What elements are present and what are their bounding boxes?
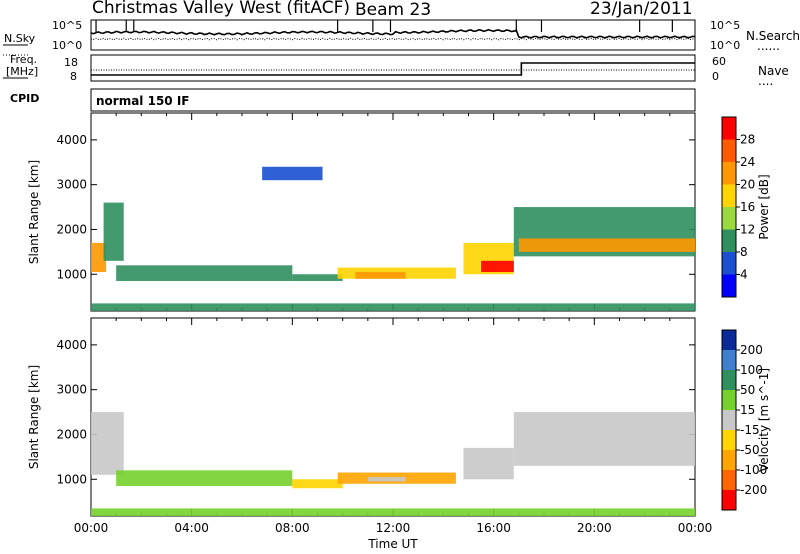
power-colorbar-tick-label: 20 bbox=[740, 178, 755, 192]
beam-title: Beam 23 bbox=[355, 0, 432, 20]
nsky-label: N.Sky bbox=[4, 32, 36, 45]
y-tick-label: 3000 bbox=[56, 178, 87, 192]
power-colorbar-segment bbox=[722, 229, 736, 253]
power-colorbar-segment bbox=[722, 117, 736, 140]
y-tick-label: 1000 bbox=[56, 472, 87, 486]
velocity-colorbar-segment bbox=[722, 450, 736, 471]
nsearch-label: N.Search bbox=[746, 29, 800, 43]
y-tick-label: 4000 bbox=[56, 133, 87, 147]
noise-sky-trace bbox=[90, 28, 696, 39]
x-tick-label: 00:00 bbox=[74, 521, 109, 535]
power-colorbar-segment bbox=[722, 252, 736, 275]
nsearch-legend: ...... bbox=[757, 39, 780, 53]
velocity-data-region bbox=[292, 479, 343, 489]
velocity-data-region bbox=[116, 470, 293, 486]
velocity-data-region bbox=[91, 412, 124, 475]
station-title: Christmas Valley West (fitACF) bbox=[92, 0, 351, 18]
x-tick-label: 16:00 bbox=[476, 521, 511, 535]
velocity-colorbar-segment bbox=[722, 490, 736, 511]
velocity-colorbar-segment bbox=[722, 430, 736, 451]
velocity-colorbar-segment bbox=[722, 330, 736, 351]
velocity-colorbar-segment bbox=[722, 410, 736, 431]
power-data-region bbox=[91, 303, 695, 311]
velocity-colorbar-segment bbox=[722, 350, 736, 371]
power-colorbar-segment bbox=[722, 207, 736, 230]
power-data-region bbox=[91, 242, 107, 273]
nsky-tick-top: 10^5 bbox=[52, 19, 83, 32]
power-colorbar-label: Power [dB] bbox=[757, 174, 771, 239]
power-colorbar-tick-label: 4 bbox=[740, 268, 748, 282]
power-data-region bbox=[518, 238, 695, 252]
velocity-colorbar-segment bbox=[722, 470, 736, 491]
nave-label: Nave bbox=[758, 64, 789, 78]
x-tick-label: 08:00 bbox=[275, 521, 310, 535]
nsearch-tick-bottom: 10^0 bbox=[710, 39, 741, 52]
velocity-colorbar-tick-label: -15 bbox=[740, 423, 760, 437]
cpid-panel-frame bbox=[90, 88, 696, 112]
velocity-colorbar-tick-label: 200 bbox=[740, 343, 763, 357]
y-tick-label: 1000 bbox=[56, 267, 87, 281]
date-title: 23/Jan/2011 bbox=[590, 0, 693, 19]
freq-label-line1: Freq. bbox=[10, 53, 38, 66]
power-colorbar-tick-label: 28 bbox=[740, 133, 755, 147]
velocity-colorbar-segment bbox=[722, 390, 736, 411]
power-data-region bbox=[481, 260, 514, 273]
x-tick-label: 12:00 bbox=[376, 521, 411, 535]
velocity-colorbar-tick-label: -50 bbox=[740, 443, 760, 457]
x-axis-label: Time UT bbox=[367, 537, 418, 551]
y-tick-label: 2000 bbox=[56, 427, 87, 441]
velocity-data-region bbox=[91, 508, 695, 516]
power-y-axis-label: Slant Range [km] bbox=[27, 160, 41, 264]
power-colorbar-segment bbox=[722, 274, 736, 298]
power-colorbar-tick-label: 24 bbox=[740, 155, 755, 169]
nave-tick-top: 60 bbox=[712, 55, 726, 68]
power-data-region bbox=[116, 265, 293, 281]
power-colorbar-segment bbox=[722, 139, 736, 163]
velocity-colorbar-tick-label: 100 bbox=[740, 363, 763, 377]
power-data-region bbox=[355, 272, 406, 279]
velocity-colorbar-tick-label: 50 bbox=[740, 383, 755, 397]
nave-legend: .... bbox=[758, 74, 774, 88]
freq-tick-top: 18 bbox=[64, 56, 78, 69]
velocity-colorbar-label: Velocity [m s^-1] bbox=[757, 368, 771, 472]
power-data-region bbox=[262, 166, 323, 181]
power-colorbar-tick-label: 16 bbox=[740, 200, 755, 214]
power-data-region bbox=[292, 274, 343, 281]
velocity-colorbar-tick-label: -200 bbox=[740, 483, 767, 497]
power-colorbar-segment bbox=[722, 162, 736, 185]
freq-label-line2: [MHz] bbox=[6, 65, 39, 78]
x-tick-label: 20:00 bbox=[577, 521, 612, 535]
velocity-colorbar-tick-label: -100 bbox=[740, 463, 767, 477]
cpid-mode: normal 150 IF bbox=[96, 94, 190, 108]
nave-tick-bottom: 0 bbox=[712, 70, 719, 83]
x-tick-label: 04:00 bbox=[174, 521, 209, 535]
y-tick-label: 2000 bbox=[56, 222, 87, 236]
power-colorbar-tick-label: 12 bbox=[740, 223, 755, 237]
freq-panel-frame bbox=[90, 54, 696, 82]
x-tick-label: 00:00 bbox=[678, 521, 713, 535]
frequency-trace bbox=[91, 62, 695, 76]
velocity-colorbar-frame bbox=[721, 329, 737, 511]
nsearch-tick-top: 10^5 bbox=[710, 19, 741, 32]
power-data-region bbox=[103, 202, 124, 261]
velocity-colorbar-segment bbox=[722, 370, 736, 391]
velocity-y-axis-label: Slant Range [km] bbox=[27, 365, 41, 469]
velocity-colorbar-tick-label: 15 bbox=[740, 403, 755, 417]
velocity-data-region bbox=[367, 477, 406, 482]
freq-tick-bottom: 8 bbox=[70, 70, 77, 83]
noise-panel-frame bbox=[90, 19, 696, 51]
y-tick-label: 4000 bbox=[56, 338, 87, 352]
cpid-label: CPID bbox=[10, 92, 40, 105]
y-tick-label: 3000 bbox=[56, 383, 87, 397]
velocity-data-region bbox=[513, 412, 695, 466]
nsky-tick-bottom: 10^0 bbox=[52, 39, 83, 52]
power-colorbar-segment bbox=[722, 184, 736, 208]
velocity-data-region bbox=[463, 447, 514, 480]
power-colorbar-tick-label: 8 bbox=[740, 245, 748, 259]
